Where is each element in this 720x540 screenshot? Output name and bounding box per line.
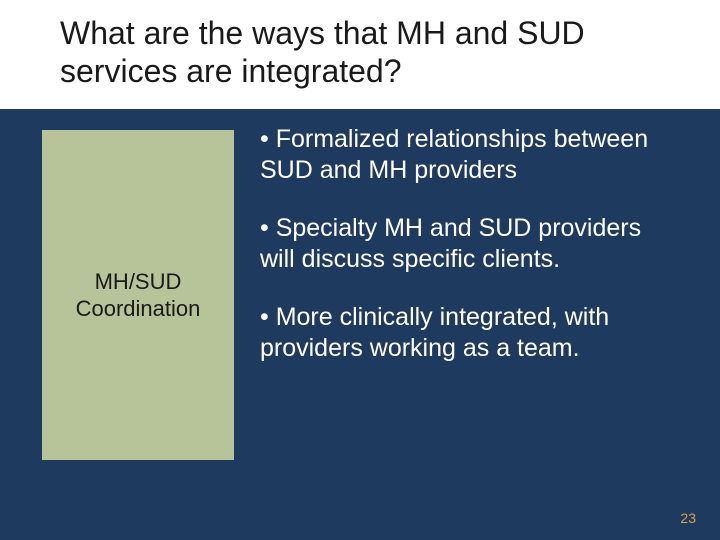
left-category-box: MH/SUD Coordination	[42, 130, 234, 460]
bullet-item: • Specialty MH and SUD providers will di…	[260, 213, 664, 274]
title-band: What are the ways that MH and SUD servic…	[0, 0, 720, 109]
page-number: 23	[680, 510, 696, 526]
bullet-item: • Formalized relationships between SUD a…	[260, 124, 664, 185]
bullet-item: • More clinically integrated, with provi…	[260, 302, 664, 363]
slide: What are the ways that MH and SUD servic…	[0, 0, 720, 540]
bullet-list: • Formalized relationships between SUD a…	[260, 124, 664, 391]
slide-title: What are the ways that MH and SUD servic…	[60, 14, 680, 91]
left-category-label: MH/SUD Coordination	[50, 268, 226, 323]
slide-body: MH/SUD Coordination • Formalized relatio…	[0, 120, 720, 540]
